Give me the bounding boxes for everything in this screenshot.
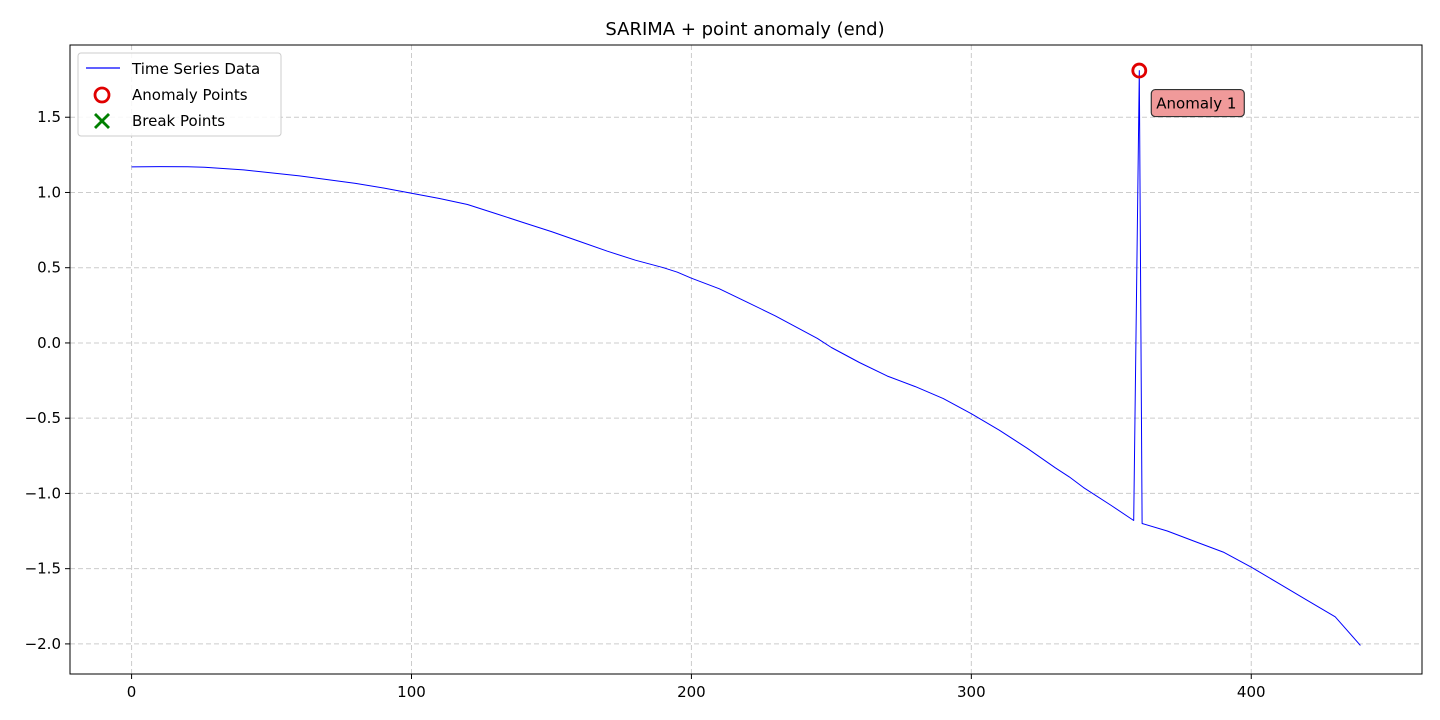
anomaly-layer: Anomaly 1 [1131,62,1245,118]
y-tick-label: 1.5 [37,108,61,126]
y-tick-label: 0.5 [37,259,61,277]
x-tick-label: 400 [1237,683,1266,701]
series-layer [131,70,1361,646]
legend: Time Series Data Anomaly Points Break Po… [77,52,282,137]
anomaly-label-box [1150,88,1245,118]
legend-label-time-series: Time Series Data [131,60,260,78]
y-tick-label: −0.5 [25,409,61,427]
chart-title: SARIMA + point anomaly (end) [605,19,884,40]
x-axis-ticks: 0 100 200 300 400 [127,674,1266,701]
x-tick-label: 0 [127,683,137,701]
series-line [131,70,1361,646]
x-tick-label: 200 [677,683,706,701]
anomaly-label: Anomaly 1 [1156,95,1236,113]
legend-circle-swatch [93,86,111,104]
legend-label-break-points: Break Points [132,112,225,130]
x-tick-label: 100 [397,683,426,701]
legend-label-anomaly-points: Anomaly Points [132,86,248,104]
grid [70,45,1422,674]
plot-frame [69,44,1423,675]
y-axis-ticks: −2.0 −1.5 −1.0 −0.5 0.0 0.5 1.0 1.5 [25,108,70,653]
anomaly-marker [1131,62,1148,79]
legend-box [77,52,282,137]
y-tick-label: −1.0 [25,484,61,502]
y-tick-label: 0.0 [37,334,61,352]
y-tick-label: −1.5 [25,560,61,578]
y-tick-label: −2.0 [25,635,61,653]
x-tick-label: 300 [957,683,986,701]
legend-x-swatch [94,113,110,129]
y-tick-label: 1.0 [37,183,61,201]
